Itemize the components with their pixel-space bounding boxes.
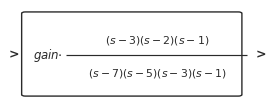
Text: $gain$: $gain$ bbox=[33, 48, 59, 64]
Text: $(s-7)(s-5)(s-3)(s-1)$: $(s-7)(s-5)(s-3)(s-1)$ bbox=[88, 67, 227, 80]
Text: $(s-3)(s-2)(s-1)$: $(s-3)(s-2)(s-1)$ bbox=[105, 34, 210, 47]
Text: >: > bbox=[255, 49, 266, 61]
Text: $\cdot$: $\cdot$ bbox=[57, 49, 62, 61]
FancyBboxPatch shape bbox=[22, 12, 242, 96]
Text: >: > bbox=[8, 49, 19, 61]
